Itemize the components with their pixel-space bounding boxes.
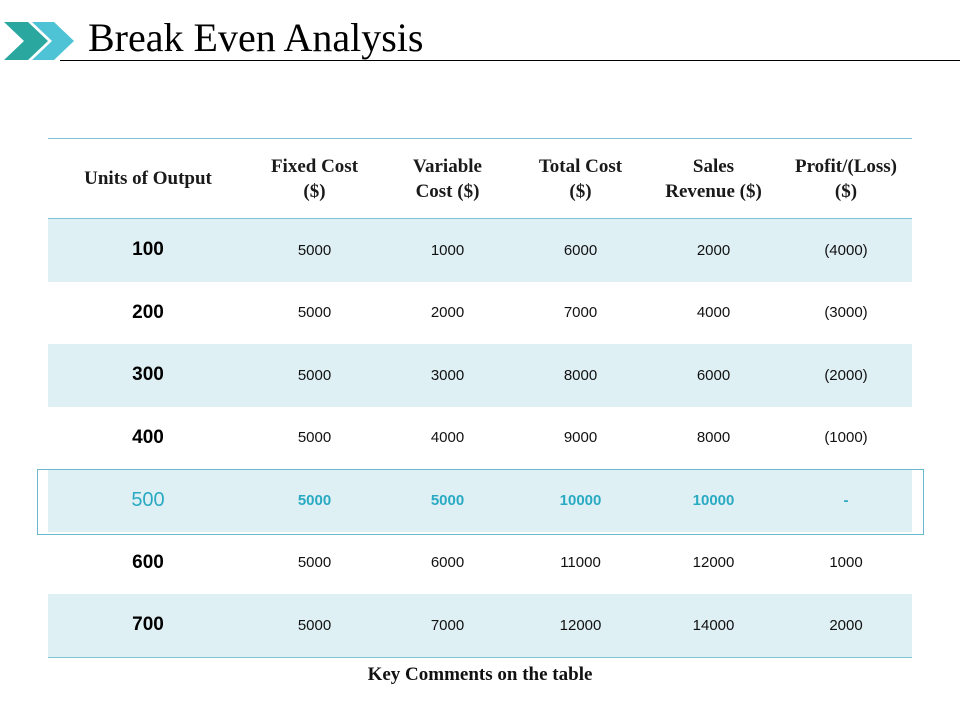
variable-cost-cell: 1000 xyxy=(430,241,465,259)
table-row: 400 5000 4000 9000 8000 (1000) xyxy=(48,407,912,470)
sales-revenue-cell: 12000 xyxy=(692,554,735,572)
sales-revenue-cell: 2000 xyxy=(696,241,731,259)
title-underline xyxy=(60,60,960,61)
profit-loss-cell: - xyxy=(843,491,849,509)
sales-revenue-cell: 10000 xyxy=(692,491,735,509)
variable-cost-cell: 2000 xyxy=(430,304,465,322)
units-cell: 300 xyxy=(132,364,164,386)
profit-loss-cell: (3000) xyxy=(824,304,868,322)
sales-revenue-cell: 14000 xyxy=(692,616,735,634)
fixed-cost-cell: 5000 xyxy=(297,366,332,384)
total-cost-cell: 9000 xyxy=(563,429,598,447)
profit-loss-cell: 2000 xyxy=(829,616,863,634)
total-cost-cell: 10000 xyxy=(559,491,602,509)
table-header-row: Units of Output Fixed Cost ($) Variable … xyxy=(48,138,912,219)
break-even-table: Units of Output Fixed Cost ($) Variable … xyxy=(48,138,912,658)
units-cell: 600 xyxy=(132,551,164,573)
table-row: 600 5000 6000 11000 12000 1000 xyxy=(48,532,912,595)
profit-loss-cell: (1000) xyxy=(824,429,868,447)
table-row: 200 5000 2000 7000 4000 (3000) xyxy=(48,282,912,345)
footer-caption: Key Comments on the table xyxy=(367,664,593,685)
page-title: Break Even Analysis xyxy=(88,15,424,60)
double-chevron-arrow-icon xyxy=(4,22,74,60)
table-row: 700 5000 7000 12000 14000 2000 xyxy=(48,594,912,657)
column-header: Fixed Cost ($) xyxy=(270,155,359,202)
column-header: Profit/(Loss) ($) xyxy=(794,155,898,202)
sales-revenue-cell: 8000 xyxy=(696,429,731,447)
variable-cost-cell: 5000 xyxy=(430,491,465,509)
total-cost-cell: 8000 xyxy=(563,366,598,384)
fixed-cost-cell: 5000 xyxy=(297,241,332,259)
total-cost-cell: 7000 xyxy=(563,304,598,322)
profit-loss-cell: 1000 xyxy=(829,554,863,572)
variable-cost-cell: 4000 xyxy=(430,429,465,447)
units-cell: 200 xyxy=(132,301,164,323)
units-cell: 700 xyxy=(132,614,164,636)
fixed-cost-cell: 5000 xyxy=(297,304,332,322)
units-cell: 400 xyxy=(132,426,164,448)
fixed-cost-cell: 5000 xyxy=(297,616,332,634)
fixed-cost-cell: 5000 xyxy=(297,429,332,447)
column-header: Units of Output xyxy=(84,168,212,189)
variable-cost-cell: 7000 xyxy=(430,616,465,634)
break-even-row: 500 5000 5000 10000 10000 - xyxy=(48,469,912,532)
units-cell: 500 xyxy=(131,488,165,511)
sales-revenue-cell: 4000 xyxy=(696,304,731,322)
variable-cost-cell: 6000 xyxy=(430,554,465,572)
fixed-cost-cell: 5000 xyxy=(297,491,332,509)
column-header: Variable Cost ($) xyxy=(413,155,482,202)
sales-revenue-cell: 6000 xyxy=(696,366,731,384)
variable-cost-cell: 3000 xyxy=(430,366,465,384)
total-cost-cell: 12000 xyxy=(559,616,602,634)
total-cost-cell: 11000 xyxy=(560,554,601,572)
column-header: Sales Revenue ($) xyxy=(665,155,762,202)
profit-loss-cell: (2000) xyxy=(824,366,868,384)
units-cell: 100 xyxy=(132,239,164,261)
table-bottom-rule xyxy=(48,656,912,658)
table-row: 100 5000 1000 6000 2000 (4000) xyxy=(48,219,912,282)
column-header: Total Cost ($) xyxy=(538,155,623,202)
profit-loss-cell: (4000) xyxy=(824,241,868,259)
fixed-cost-cell: 5000 xyxy=(297,554,332,572)
total-cost-cell: 6000 xyxy=(563,241,598,259)
table-row: 300 5000 3000 8000 6000 (2000) xyxy=(48,344,912,407)
